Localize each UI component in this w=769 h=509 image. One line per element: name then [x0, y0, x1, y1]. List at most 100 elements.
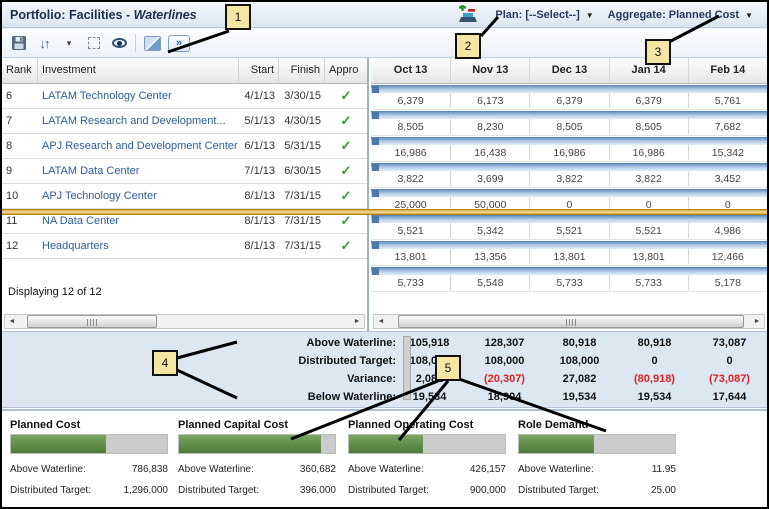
table-row[interactable]: 12 Headquarters 8/1/13 7/31/15 ✓ — [2, 234, 367, 259]
summary-row-label: Distributed Target: — [298, 355, 396, 367]
right-pane-hscrollbar[interactable] — [373, 314, 765, 329]
month-value-cell: 4,986 — [687, 223, 767, 238]
investment-link[interactable]: APJ Technology Center — [42, 190, 157, 202]
month-value-cell: 6,379 — [397, 95, 424, 107]
aggregate-dropdown-caret-icon[interactable] — [745, 9, 753, 21]
approved-check-icon: ✓ — [340, 88, 352, 103]
save-button[interactable] — [10, 32, 28, 54]
summary-value: (80,918) — [634, 373, 675, 385]
investment-link[interactable]: LATAM Technology Center — [42, 90, 172, 102]
month-header: Dec 13 — [529, 58, 608, 83]
above-waterline-value: 786,838 — [131, 464, 168, 475]
sort-arrows-icon: ↓↑ — [39, 35, 51, 51]
scrollbar-thumb[interactable] — [398, 315, 744, 328]
month-header: Oct 13 — [393, 64, 428, 76]
start-cell: 4/1/13 — [244, 90, 275, 102]
table-row[interactable]: 6 LATAM Technology Center 4/1/13 3/30/15… — [2, 84, 367, 109]
metric-panel-planned-operating-cost: Planned Operating Cost Above Waterline: 4… — [348, 419, 506, 496]
investment-link[interactable]: Headquarters — [42, 240, 109, 252]
waterline-divider[interactable] — [2, 209, 767, 215]
metric-panels: Planned Cost Above Waterline: 786,838 Dis… — [2, 409, 767, 507]
month-value-cell: 8,505 — [397, 121, 424, 133]
callout-4: 4 — [152, 350, 178, 376]
progress-bar-fill — [11, 435, 106, 453]
scrollbar-track[interactable] — [19, 315, 350, 328]
month-value-cell: 6,379 — [529, 93, 608, 108]
metric-panel-planned-cost: Planned Cost Above Waterline: 786,838 Dis… — [10, 419, 168, 496]
investment-link[interactable]: NA Data Center — [42, 215, 120, 227]
create-plan-icon[interactable] — [457, 3, 481, 25]
start-cell: 6/1/13 — [244, 140, 275, 152]
plan-select[interactable]: Plan: [--Select--] — [495, 9, 593, 21]
summary-value: 105,918 — [409, 337, 450, 349]
month-value-cell: 12,466 — [687, 249, 767, 264]
scroll-right-arrow-icon[interactable] — [350, 315, 364, 328]
month-value-cell: 5,733 — [529, 275, 608, 290]
gantt-bar — [371, 85, 767, 93]
summary-row-label: Above Waterline: — [306, 337, 396, 349]
page-title: Portfolio: Facilities - Waterlines — [10, 8, 197, 22]
marquee-select-button[interactable] — [85, 32, 103, 54]
progress-bar — [348, 434, 506, 454]
investment-link[interactable]: APJ Research and Development Center — [42, 140, 238, 152]
above-waterline-value: 426,157 — [469, 464, 506, 475]
plan-dropdown-caret-icon[interactable] — [586, 9, 594, 21]
column-header-start[interactable]: Start — [239, 58, 279, 83]
table-row[interactable]: 9 LATAM Data Center 7/1/13 6/30/15 ✓ — [2, 159, 367, 184]
month-value-cell: 5,342 — [450, 223, 529, 238]
table-row[interactable]: 7 LATAM Research and Development... 5/1/… — [2, 109, 367, 134]
sort-button[interactable]: ↓↑ — [35, 32, 53, 54]
distributed-target-label: Distributed Target: — [518, 485, 599, 496]
title-bar-actions: Plan: [--Select--] Aggregate: Planned Co… — [457, 3, 759, 25]
column-header-approved[interactable]: Appro — [329, 64, 359, 76]
metric-panel-role-demand: Role Demand Above Waterline: 11.95 Distri… — [518, 419, 676, 496]
visibility-button[interactable] — [110, 32, 128, 54]
distributed-target-value: 1,296,000 — [123, 485, 169, 496]
summary-value: 19,534 — [637, 391, 672, 403]
scroll-left-arrow-icon[interactable] — [5, 315, 19, 328]
distributed-target-label: Distributed Target: — [178, 485, 259, 496]
investment-link[interactable]: LATAM Data Center — [42, 165, 140, 177]
summary-value: 27,082 — [562, 373, 597, 385]
scroll-right-arrow-icon[interactable] — [750, 315, 764, 328]
month-value-cell: 5,548 — [450, 275, 529, 290]
table-row[interactable]: 8 APJ Research and Development Center 6/… — [2, 134, 367, 159]
above-waterline-label: Above Waterline: — [178, 464, 254, 475]
callout-3: 3 — [645, 39, 671, 65]
summary-value: (20,307) — [484, 373, 525, 385]
panel-title: Role Demand — [518, 419, 589, 431]
month-value-cell: 0 — [529, 197, 608, 212]
start-cell: 8/1/13 — [244, 215, 275, 227]
start-cell: 8/1/13 — [244, 190, 275, 202]
scrollbar-thumb[interactable] — [27, 315, 157, 328]
distributed-target-value: 396,000 — [299, 485, 336, 496]
sort-dropdown-caret-icon[interactable] — [60, 32, 78, 54]
left-pane-hscrollbar[interactable] — [4, 314, 365, 329]
chart-export-button[interactable] — [143, 32, 161, 54]
column-header-investment[interactable]: Investment — [38, 58, 239, 83]
above-waterline-label: Above Waterline: — [348, 464, 424, 475]
column-header-rank[interactable]: Rank — [2, 58, 38, 83]
scroll-left-arrow-icon[interactable] — [374, 315, 388, 328]
month-value-cell: 5,521 — [529, 223, 608, 238]
start-cell: 8/1/13 — [244, 240, 275, 252]
investment-link[interactable]: LATAM Research and Development... — [42, 115, 226, 127]
gantt-bar — [371, 215, 767, 223]
month-value-cell: 5,521 — [608, 223, 688, 238]
month-value-cell: 8,230 — [450, 119, 529, 134]
month-value-cell: 16,438 — [450, 145, 529, 160]
column-header-finish[interactable]: Finish — [279, 58, 325, 83]
start-cell: 5/1/13 — [244, 115, 275, 127]
approved-check-icon: ✓ — [340, 138, 352, 153]
rank-cell: 7 — [6, 115, 13, 127]
scrollbar-track[interactable] — [388, 315, 750, 328]
summary-row-label: Below Waterline: — [307, 391, 396, 403]
value-row: 5,521 5,342 5,521 5,521 4,986 — [371, 215, 767, 240]
more-tools-button[interactable]: » — [168, 34, 190, 52]
above-waterline-label: Above Waterline: — [518, 464, 594, 475]
metric-panel-planned-capital-cost: Planned Capital Cost Above Waterline: 360… — [178, 419, 336, 496]
table-row[interactable]: 10 APJ Technology Center 8/1/13 7/31/15 … — [2, 184, 367, 209]
rank-cell: 8 — [6, 140, 13, 152]
month-value-cell: 3,452 — [687, 171, 767, 186]
aggregate-select[interactable]: Aggregate: Planned Cost — [608, 9, 753, 21]
